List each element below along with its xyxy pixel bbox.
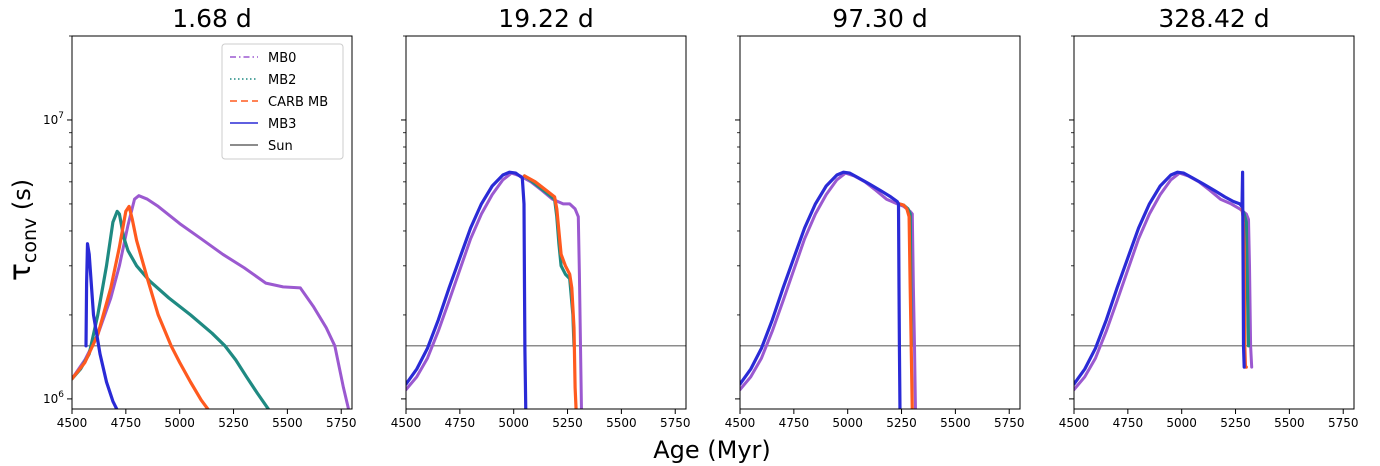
panel-title: 1.68 d bbox=[172, 4, 251, 33]
panel-title: 97.30 d bbox=[832, 4, 927, 33]
y-tick-label: 106 bbox=[43, 390, 64, 406]
panel-2: 19.22 d 4500 4750 5000 5250 5500 5750 bbox=[391, 4, 691, 430]
x-tick-label: 5500 bbox=[272, 416, 303, 430]
x-tick-label: 4750 bbox=[779, 416, 810, 430]
x-tick-label: 4500 bbox=[57, 416, 88, 430]
legend-item-mb3: MB3 bbox=[230, 117, 296, 132]
y-axis-label-subscript: conv bbox=[19, 218, 41, 263]
axes-frame bbox=[405, 35, 687, 410]
series-group bbox=[740, 170, 917, 409]
x-tick-label: 5250 bbox=[218, 416, 249, 430]
panel-title: 19.22 d bbox=[498, 4, 593, 33]
legend-label: Sun bbox=[268, 139, 293, 154]
x-tick-label: 5000 bbox=[498, 416, 529, 430]
series-mb3 bbox=[1074, 170, 1246, 386]
x-tick-label: 5750 bbox=[660, 416, 691, 430]
series-mb3 bbox=[84, 242, 119, 409]
series-mb2 bbox=[522, 174, 576, 348]
y-axis-label: τconv (s) bbox=[3, 179, 41, 281]
svg-text:τconv (s): τconv (s) bbox=[3, 179, 41, 281]
legend-item-sun: Sun bbox=[230, 139, 293, 154]
series-group bbox=[72, 194, 351, 409]
panel-1: 1.68 d 4500 4750 5000 5250 5500 5750 106 107 bbox=[43, 4, 357, 430]
x-tick-label: 5000 bbox=[832, 416, 863, 430]
series-carb-mb bbox=[897, 202, 914, 409]
x-tick-label: 5750 bbox=[326, 416, 357, 430]
legend: MB0 MB2 CARB MB MB3 Sun bbox=[221, 43, 344, 160]
x-tick-label: 5500 bbox=[940, 416, 971, 430]
x-tick-label: 5000 bbox=[164, 416, 195, 430]
axes-frame bbox=[739, 35, 1021, 410]
x-tick-label: 4500 bbox=[391, 416, 422, 430]
x-tick-label: 4750 bbox=[111, 416, 142, 430]
panel-3: 97.30 d 4500 4750 5000 5250 5500 5750 bbox=[725, 4, 1025, 430]
series-mb0 bbox=[740, 171, 917, 409]
legend-label: CARB MB bbox=[268, 95, 328, 110]
series-mb3 bbox=[406, 170, 528, 409]
series-mb2 bbox=[72, 209, 271, 409]
x-tick-label: 4750 bbox=[1113, 416, 1144, 430]
legend-label: MB0 bbox=[268, 51, 296, 66]
series-group bbox=[406, 170, 583, 409]
x-tick-label: 5250 bbox=[552, 416, 583, 430]
legend-label: MB2 bbox=[268, 73, 296, 88]
legend-label: MB3 bbox=[268, 117, 296, 132]
series-mb0 bbox=[72, 194, 351, 409]
series-carb-mb bbox=[522, 174, 578, 409]
legend-frame bbox=[221, 43, 344, 160]
x-tick-label: 5250 bbox=[1220, 416, 1251, 430]
panel-title: 328.42 d bbox=[1158, 4, 1269, 33]
legend-item-mb2: MB2 bbox=[230, 73, 296, 88]
series-carb-mb bbox=[72, 204, 210, 409]
series-mb3 bbox=[740, 170, 902, 409]
y-tick-label: 107 bbox=[43, 111, 64, 127]
x-tick-label: 4500 bbox=[725, 416, 756, 430]
x-tick-label: 4500 bbox=[1059, 416, 1090, 430]
legend-item-carb-mb: CARB MB bbox=[230, 95, 328, 110]
x-tick-label: 5500 bbox=[1274, 416, 1305, 430]
y-axis-label-unit: (s) bbox=[8, 179, 36, 218]
x-tick-label: 5500 bbox=[606, 416, 637, 430]
panels: 1.68 d 4500 4750 5000 5250 5500 5750 106 107 19.2… bbox=[43, 4, 1359, 430]
x-tick-label: 5750 bbox=[1328, 416, 1359, 430]
x-tick-label: 5250 bbox=[886, 416, 917, 430]
x-tick-label: 4750 bbox=[445, 416, 476, 430]
x-axis-label: Age (Myr) bbox=[653, 436, 771, 464]
y-axis-label-symbol: τ bbox=[3, 263, 38, 281]
x-tick-label: 5000 bbox=[1166, 416, 1197, 430]
axes-frame bbox=[1073, 35, 1355, 410]
series-group bbox=[1074, 170, 1254, 392]
panel-4: 328.42 d 4500 4750 5000 5250 5500 5750 bbox=[1059, 4, 1359, 430]
legend-item-mb0: MB0 bbox=[230, 51, 296, 66]
series-mb0 bbox=[1074, 171, 1254, 392]
x-tick-label: 5750 bbox=[994, 416, 1025, 430]
axes-frame bbox=[71, 35, 353, 410]
